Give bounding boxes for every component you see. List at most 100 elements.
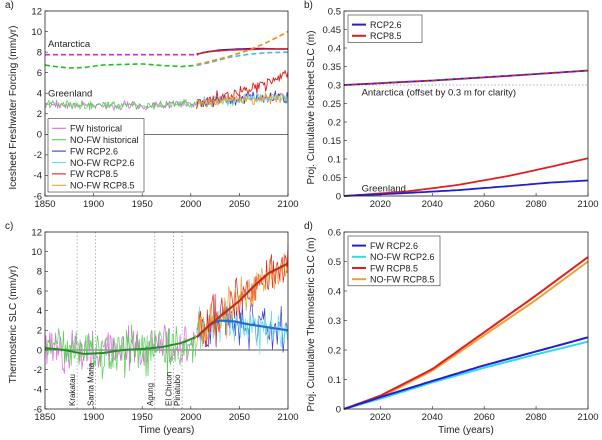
x-axis-label: Time (years) bbox=[438, 425, 494, 436]
y-tick-label: 0.1 bbox=[328, 154, 341, 165]
legend-label: FW RCP8.5 bbox=[70, 169, 118, 179]
y-tick-label: 0.5 bbox=[328, 257, 341, 268]
y-tick-label: 0 bbox=[336, 191, 341, 202]
y-tick-label: 0.15 bbox=[323, 136, 342, 147]
y-tick-label: 2 bbox=[37, 326, 42, 337]
y-tick-label: -4 bbox=[34, 385, 42, 396]
legend-label: NO-FW RCP8.5 bbox=[70, 181, 135, 191]
y-axis-label: Icesheet Freshwater Forcing (mm/yr) bbox=[8, 26, 19, 190]
x-tick-label: 1950 bbox=[132, 412, 153, 423]
panel-label: d) bbox=[304, 221, 313, 232]
y-axis-label: Thermosteric SLC (mm/yr) bbox=[8, 266, 19, 384]
x-tick-label: 2000 bbox=[180, 199, 201, 210]
y-tick-label: -6 bbox=[34, 404, 42, 415]
y-tick-label: -4 bbox=[34, 171, 42, 182]
y-axis-label: Proj. Cumulative Thermosteric SLC (m) bbox=[306, 237, 317, 411]
y-tick-label: 0.2 bbox=[328, 117, 341, 128]
x-tick-label: 2080 bbox=[526, 199, 547, 210]
legend-label: FW RCP2.6 bbox=[370, 241, 418, 251]
x-tick-label: 1850 bbox=[34, 199, 55, 210]
y-tick-label: 0.1 bbox=[328, 375, 341, 386]
series-line: RCP8.5 mean bbox=[195, 262, 289, 339]
volcano-label: El Chicon bbox=[164, 372, 173, 406]
axes-frame bbox=[44, 10, 289, 197]
series-line: Greenland NO-FW historical bbox=[44, 98, 197, 111]
y-tick-label: 0.25 bbox=[323, 99, 342, 110]
panel-a: a) Antarctica FW historical Antarctica NO-… bbox=[5, 0, 299, 210]
x-tick-label: 2000 bbox=[180, 412, 201, 423]
legend-box bbox=[347, 14, 423, 43]
y-tick-label: 12 bbox=[31, 6, 42, 17]
x-tick-label: 2050 bbox=[229, 412, 250, 423]
legend-label: FW historical bbox=[70, 124, 122, 134]
annotation: Greenland bbox=[48, 88, 92, 99]
x-tick-label: 2100 bbox=[277, 199, 298, 210]
y-tick-label: -6 bbox=[34, 191, 42, 202]
y-tick-label: 2 bbox=[37, 109, 42, 120]
y-tick-label: -2 bbox=[34, 150, 42, 161]
y-axis-label: Proj. Cumulative Icesheet SLC (m) bbox=[306, 31, 317, 185]
series-line: NO-FW RCP8.5 bbox=[196, 252, 289, 348]
legend-box bbox=[347, 235, 441, 287]
x-tick-label: 2020 bbox=[370, 412, 391, 423]
y-tick-label: 0.35 bbox=[323, 62, 342, 73]
y-tick-label: 0.05 bbox=[323, 173, 342, 184]
panel-b: b)Offset referenceAntarctica RCP2.6Antar… bbox=[304, 0, 599, 210]
x-tick-label: 1900 bbox=[83, 412, 104, 423]
series-line: Greenland NO-FW RCP2.6 bbox=[196, 93, 289, 108]
series-line: Antarctica RCP8.5 bbox=[343, 69, 589, 86]
x-tick-label: 2100 bbox=[277, 412, 298, 423]
legend-label: NO-FW RCP8.5 bbox=[370, 275, 435, 285]
y-tick-label: 10 bbox=[31, 27, 42, 38]
x-tick-label: 2060 bbox=[474, 412, 495, 423]
legend-label: RCP8.5 bbox=[370, 31, 402, 41]
annotation: Greenland bbox=[362, 184, 406, 195]
legend-label: NO-FW historical bbox=[70, 135, 139, 145]
volcano-label: Agung bbox=[146, 383, 155, 406]
y-tick-label: 0.4 bbox=[328, 286, 341, 297]
y-tick-label: 12 bbox=[31, 227, 42, 238]
panel-label: c) bbox=[5, 221, 13, 232]
series-line: Historical mean bbox=[44, 336, 197, 355]
legend-label: FW RCP2.6 bbox=[70, 146, 118, 156]
series-line: NO-FW historical bbox=[44, 324, 197, 380]
series-line: FW RCP2.6 bbox=[343, 336, 589, 410]
legend-label: NO-FW RCP2.6 bbox=[70, 158, 135, 168]
series-line: FW RCP8.5 bbox=[343, 256, 589, 410]
x-tick-label: 1950 bbox=[132, 199, 153, 210]
y-tick-label: 10 bbox=[31, 247, 42, 258]
legend: FW RCP2.6NO-FW RCP2.6FW RCP8.5 NO-FW RCP8… bbox=[347, 235, 441, 287]
y-tick-label: 6 bbox=[37, 286, 42, 297]
series-line: Greenland RCP8.5 bbox=[343, 157, 589, 197]
y-tick-label: 0 bbox=[37, 130, 42, 141]
x-axis-label: Time (years) bbox=[139, 425, 195, 436]
y-tick-label: -2 bbox=[34, 365, 42, 376]
y-tick-label: 0.6 bbox=[328, 227, 341, 238]
x-tick-label: 2080 bbox=[526, 412, 547, 423]
series-line: Antarctica NO-FW RCP8.5 bbox=[196, 30, 289, 66]
y-tick-label: 0.2 bbox=[328, 345, 341, 356]
annotation: Antarctica bbox=[48, 39, 91, 50]
y-tick-label: 0.3 bbox=[328, 80, 341, 91]
y-tick-label: 0.4 bbox=[328, 43, 341, 54]
y-tick-label: 6 bbox=[37, 68, 42, 79]
y-tick-label: 4 bbox=[37, 306, 42, 317]
y-tick-label: 0.3 bbox=[328, 316, 341, 327]
x-tick-label: 2020 bbox=[370, 199, 391, 210]
series-line: Greenland RCP2.6 bbox=[343, 179, 589, 197]
y-tick-label: 8 bbox=[37, 267, 42, 278]
legend-box bbox=[47, 118, 145, 193]
volcano-label: Santa Maria bbox=[87, 362, 96, 406]
series-line: Antarctica FW RCP8.5 bbox=[196, 48, 288, 55]
x-tick-label: 2040 bbox=[422, 412, 443, 423]
y-tick-label: 8 bbox=[37, 47, 42, 58]
y-tick-label: 0 bbox=[336, 404, 341, 415]
x-tick-label: 2060 bbox=[474, 199, 495, 210]
legend-label: NO-FW RCP2.6 bbox=[370, 252, 435, 262]
series-line: Greenland NO-FW RCP8.5 bbox=[196, 92, 289, 108]
x-tick-label: 1850 bbox=[34, 412, 55, 423]
